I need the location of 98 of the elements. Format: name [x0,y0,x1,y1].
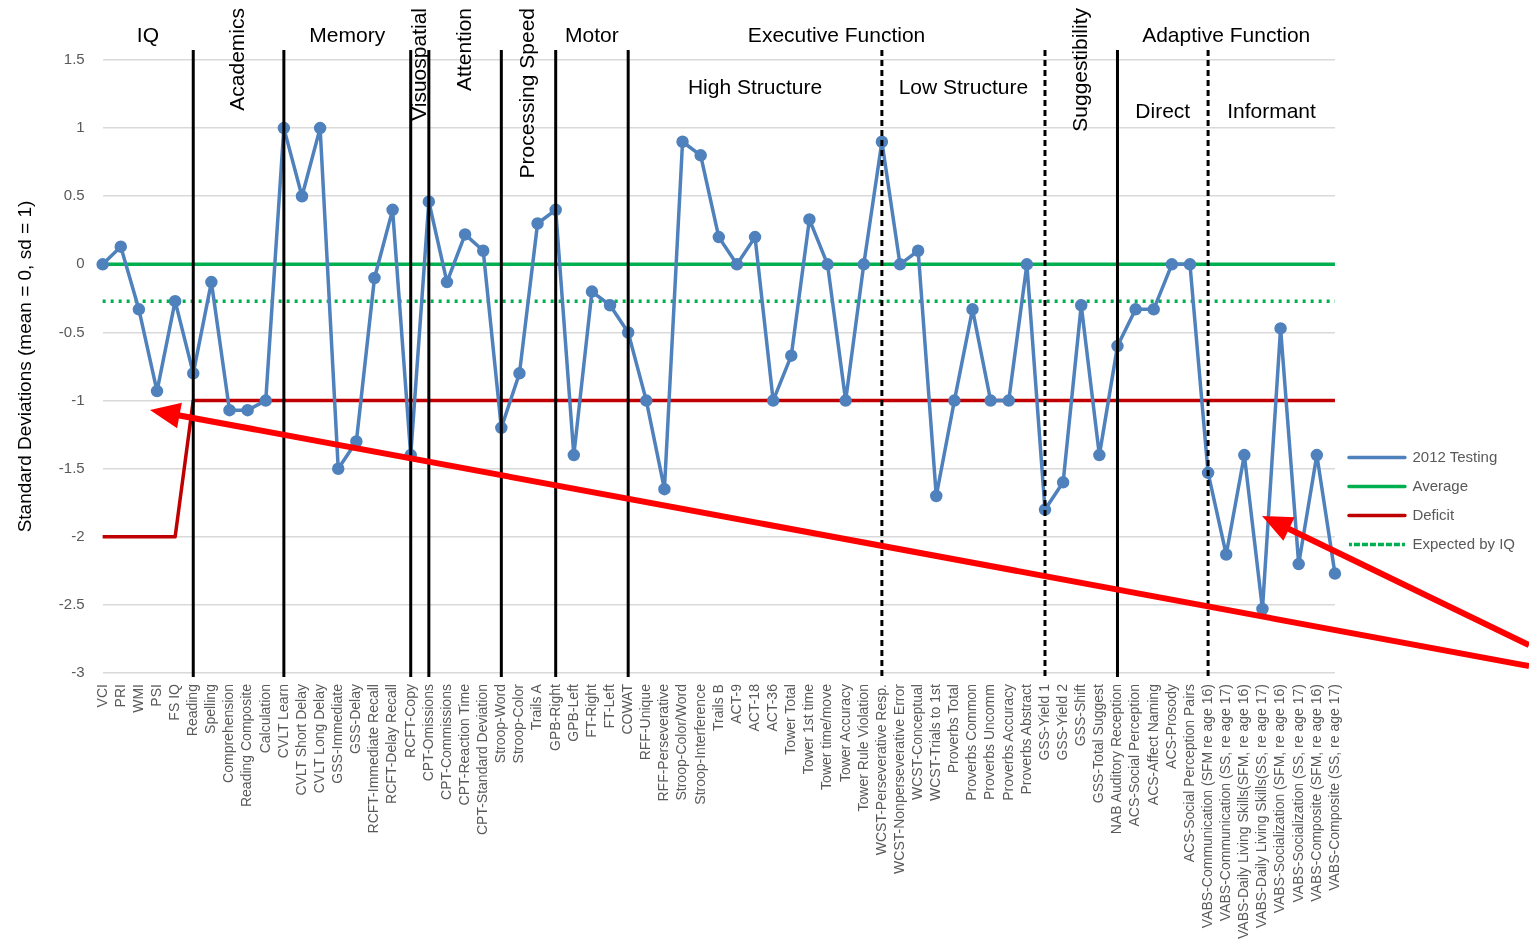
y-tick-label: 1 [76,118,85,136]
x-tick-label: COWAT [619,683,636,735]
x-tick-label: Spelling [202,684,219,734]
x-tick-label: VABS-Composite (SS, re age 17) [1325,684,1342,891]
annotation: Academics [225,8,249,111]
x-tick-label: WCST-Trials to 1st [927,683,944,801]
x-tick-label: VABS-Communication (SFM re age 16) [1198,684,1215,929]
x-tick-label: Tower Total [782,684,799,755]
x-tick-label: WCST-Perseverative Resp. [872,684,889,856]
x-tick-label: Proverbs Abstract [1017,683,1034,795]
x-tick-label: Comprehension [220,684,237,783]
x-tick-label: Tower Rule Violation [854,684,871,812]
x-tick-label: RCFT-Immediate Recall [365,684,382,834]
x-tick-label: VABS-Daily Living Skills(SS, re age 17) [1253,684,1270,929]
x-tick-label: VABS-Composite (SFM, re age 16) [1307,684,1324,902]
x-tick-label: GSS-Total Suggest [1090,683,1107,804]
x-tick-label: ACS-Social Perception [1126,684,1143,827]
x-tick-label: CPT-Standard Deviation [474,684,491,836]
text: IQ [136,22,160,46]
legend-label: Deficit [1412,505,1455,523]
x-tick-label: FT-Right [582,683,599,738]
x-tick-label: Proverbs Common [963,684,980,801]
text: Executive Function [747,22,926,46]
x-tick-label: GSS-Yield 1 [1035,683,1052,761]
text: Adaptive Function [1142,22,1311,46]
x-tick-label: Stroop-Word [492,684,509,764]
y-tick-label: 0.5 [63,186,85,204]
x-tick-label: Proverbs Uncomm [981,684,998,800]
y-tick-label: -1 [71,390,85,408]
annotation: Visuospatial [406,8,430,121]
y-tick-label: 0 [76,254,85,272]
x-tick-label: Tower Accuracy [836,684,853,783]
y-axis-title: Standard Deviations (mean = 0, sd = 1) [13,200,35,533]
y-tick-label: -1.5 [58,458,85,476]
annotation: Attention [451,8,475,91]
text: Memory [309,22,386,46]
x-tick-label: PSI [147,684,164,707]
x-tick-label: ACT-36 [764,683,781,732]
x-tick-label: CVLT Long Delay [310,684,327,794]
x-tick-label: NAB Auditory Reception [1108,684,1125,835]
y-tick-label: -2.5 [58,595,85,613]
annotation: Processing Speed [515,8,539,179]
x-tick-label: ACT-18 [745,683,762,732]
legend-label: Expected by IQ [1412,534,1516,552]
x-tick-label: RFF-Perseverative [655,683,672,802]
x-tick-label: RCFT-Delay Recall [383,684,400,804]
annotation: Direct [1135,98,1191,122]
annotation: High Structure [687,74,823,98]
x-tick-label: Reading [184,684,201,737]
x-tick-label: RFF-Unique [637,683,654,761]
x-tick-label: ACS-Social Perception Pairs [1180,684,1197,863]
x-tick-label: Trails A [528,683,545,731]
annotation: Low Structure [898,74,1029,98]
x-tick-label: VABS-Socialization (SFM, re age 16) [1271,684,1288,914]
y-tick-label: -0.5 [58,322,85,340]
x-tick-label: CVLT Short Delay [292,684,309,796]
y-tick-label: -3 [71,663,85,681]
x-tick-label: RCFT-Copy [401,684,418,758]
x-tick-label: Stroop-Color [510,683,527,764]
annotation: Suggestibility [1068,7,1092,132]
annotation: Informant [1227,98,1317,122]
x-tick-label: VABS-Daily Living Skills(SFM, re age 16) [1235,684,1252,939]
x-tick-label: Proverbs Total [945,684,962,774]
x-tick-label: Proverbs Accuracy [999,684,1016,801]
x-tick-label: VABS-Socialization (SS, re age 17) [1289,684,1306,903]
legend-label: Average [1412,476,1469,494]
x-tick-label: Reading Composite [238,683,255,808]
x-tick-label: WCST-Nonperseverative Error [890,683,907,874]
x-tick-label: Trails B [709,684,726,731]
x-tick-label: CPT-Omissions [419,684,436,782]
x-tick-label: GSS-Shift [1072,683,1089,747]
x-tick-label: CPT-Reaction Time [455,683,472,806]
x-tick-label: PRI [111,684,128,708]
x-tick-label: GSS-Yield 2 [1053,683,1070,761]
x-tick-label: CPT-Commissions [437,684,454,800]
x-tick-label: Tower 1st time [800,683,817,775]
x-tick-label: ACT-9 [727,683,744,724]
x-tick-label: CVLT Learn [274,684,291,759]
x-tick-label: WCST-Conceptual [909,684,925,800]
x-tick-label: ACS-Prosody [1162,684,1179,769]
x-tick-label: FT-Left [600,683,617,729]
x-tick-label: Tower time/move [818,683,835,790]
x-tick-label: ACS-Affect Naming [1144,684,1161,806]
x-tick-label: GSS-Immediate [329,683,346,784]
x-tick-label: GSS-Delay [347,684,364,755]
x-tick-label: VABS-Communication (SS, re age 17) [1217,684,1234,922]
x-tick-label: Stroop-Color/Word [673,684,690,801]
x-tick-label: GPB-Right [546,683,563,751]
text: Motor [565,22,619,46]
x-tick-label: Stroop-Interference [691,683,708,805]
x-tick-label: GPB-Left [564,683,581,742]
legend-label: 2012 Testing [1412,447,1498,465]
x-tick-label: WMI [129,684,146,713]
x-tick-label: Calculation [256,684,273,754]
x-tick-label: FS IQ [165,683,182,721]
y-tick-label: 1.5 [63,50,85,68]
x-tick-label: VCI [93,684,110,708]
y-tick-label: -2 [71,526,85,544]
